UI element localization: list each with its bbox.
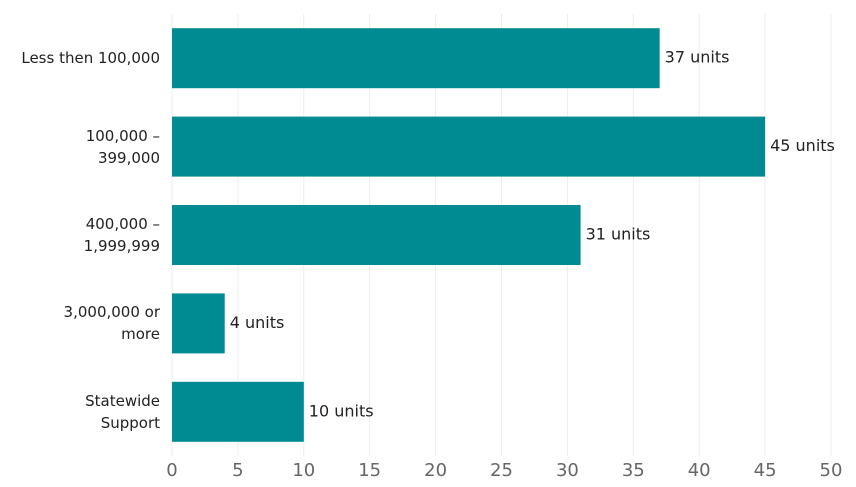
y-tick-label: Less then 100,000 — [21, 49, 160, 68]
value-label: 37 units — [665, 48, 730, 67]
y-tick-label: 400,000 – 1,999,999 — [83, 215, 160, 255]
x-tick-label: 50 — [820, 460, 843, 481]
y-tick-label: Statewide Support — [85, 391, 160, 432]
x-tick-label: 20 — [424, 460, 447, 481]
x-tick-label: 0 — [166, 460, 177, 481]
bar — [172, 381, 304, 442]
y-tick-label: 3,000,000 or more — [63, 303, 160, 344]
x-tick-label: 25 — [490, 460, 513, 481]
x-tick-label: 5 — [232, 460, 243, 481]
value-label: 10 units — [309, 401, 374, 420]
y-tick-label: 100,000 – 399,000 — [85, 126, 160, 167]
x-tick-label: 45 — [754, 460, 777, 481]
bar — [172, 28, 660, 89]
bar — [172, 205, 581, 265]
x-tick-label: 30 — [556, 460, 579, 481]
x-tick-label: 40 — [688, 460, 711, 481]
bar — [172, 293, 225, 354]
value-label: 45 units — [770, 136, 835, 155]
value-label: 31 units — [586, 225, 651, 244]
bar — [172, 116, 766, 177]
x-tick-label: 35 — [622, 460, 645, 481]
value-label: 4 units — [230, 313, 285, 332]
x-tick-label: 15 — [358, 460, 381, 481]
x-tick-label: 10 — [292, 460, 315, 481]
